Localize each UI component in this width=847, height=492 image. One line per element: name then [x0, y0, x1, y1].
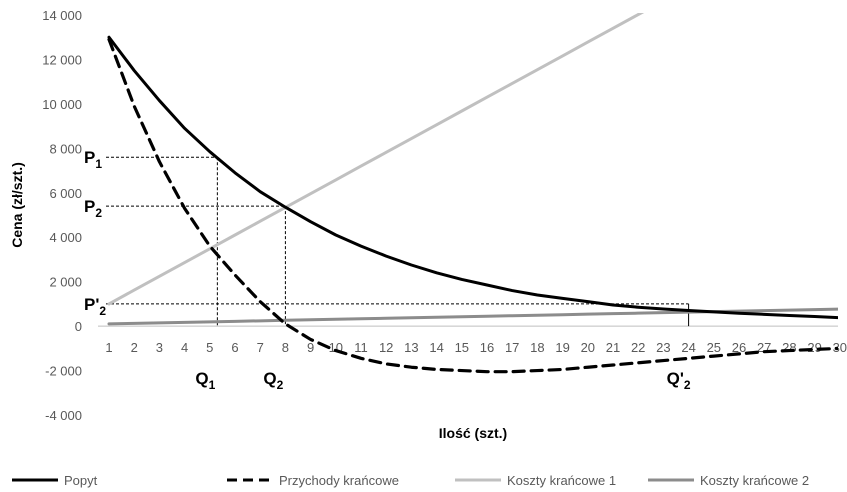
x-tick-label: 3 — [156, 340, 163, 355]
x-tick-label: 26 — [732, 340, 746, 355]
x-tick-label: 30 — [833, 340, 847, 355]
y-tick-label: 0 — [75, 319, 82, 334]
x-tick-label: 2 — [131, 340, 138, 355]
x-tick-label: 11 — [354, 340, 368, 355]
x-tick-label: 7 — [257, 340, 264, 355]
x-tick-label: 9 — [307, 340, 314, 355]
legend-label-2: Koszty krańcowe 1 — [507, 473, 616, 488]
y-tick-label: 6 000 — [49, 186, 82, 201]
series-line-0 — [107, 35, 838, 320]
price-label-P1: P1 — [84, 148, 102, 171]
x-tick-label: 6 — [231, 340, 238, 355]
price-label-P2: P2 — [84, 197, 102, 220]
series-line-2 — [107, 13, 645, 306]
x-tick-label: 20 — [581, 340, 595, 355]
y-tick-label: 14 000 — [42, 8, 82, 23]
x-tick-label: 29 — [807, 340, 821, 355]
series-lines — [107, 13, 838, 374]
x-tick-label: 28 — [782, 340, 796, 355]
x-tick-label: 25 — [707, 340, 721, 355]
y-tick-label: 2 000 — [49, 275, 82, 290]
y-tick-label: 12 000 — [42, 52, 82, 67]
legend-label-1: Przychody krańcowe — [279, 473, 399, 488]
x-tick-label: 17 — [505, 340, 519, 355]
price-label-P2prime: P'2 — [84, 295, 106, 318]
legend-label-0: Popyt — [64, 473, 98, 488]
quantity-label-P2: Q2 — [263, 369, 283, 392]
y-tick-label: 10 000 — [42, 97, 82, 112]
y-axis-title: Cena (zł/szt.) — [9, 162, 25, 248]
y-tick-label: -2 000 — [45, 364, 82, 379]
annotations: P1 Q1 P2 Q2 P'2 Q'2 — [84, 148, 691, 392]
x-tick-label: 15 — [455, 340, 469, 355]
legend: Popyt Przychody krańcowe Koszty krańcowe 1… — [12, 473, 809, 488]
quantity-label-P1: Q1 — [195, 369, 215, 392]
guide-lines — [106, 156, 690, 327]
series-line-1 — [107, 37, 838, 374]
y-tick-label: 4 000 — [49, 230, 82, 245]
x-tick-label: 13 — [404, 340, 418, 355]
x-tick-label: 24 — [681, 340, 695, 355]
x-tick-label: 16 — [480, 340, 494, 355]
x-tick-label: 12 — [379, 340, 393, 355]
x-tick-label: 19 — [555, 340, 569, 355]
x-tick-label: 14 — [429, 340, 443, 355]
legend-label-3: Koszty krańcowe 2 — [700, 473, 809, 488]
x-tick-label: 22 — [631, 340, 645, 355]
x-tick-label: 8 — [282, 340, 289, 355]
x-tick-label: 21 — [606, 340, 620, 355]
y-tick-label: 8 000 — [49, 141, 82, 156]
x-tick-label: 23 — [656, 340, 670, 355]
x-tick-label: 4 — [181, 340, 188, 355]
quantity-label-P2prime: Q'2 — [667, 369, 691, 392]
x-tick-label: 1 — [105, 340, 112, 355]
x-tick-label: 5 — [206, 340, 213, 355]
x-axis-title: Ilość (szt.) — [439, 425, 507, 441]
y-axis-ticks: -4 000 -2 000 0 2 000 4 000 6 000 8 000 10 000 1… — [42, 8, 82, 423]
x-axis-ticks: 1 2 3 4 5 6 7 8 9 10 11 12 13 14 15 16 17 18 19 20 21 22 23 24 2… — [105, 340, 847, 355]
y-tick-label: -4 000 — [45, 408, 82, 423]
x-tick-label: 18 — [530, 340, 544, 355]
